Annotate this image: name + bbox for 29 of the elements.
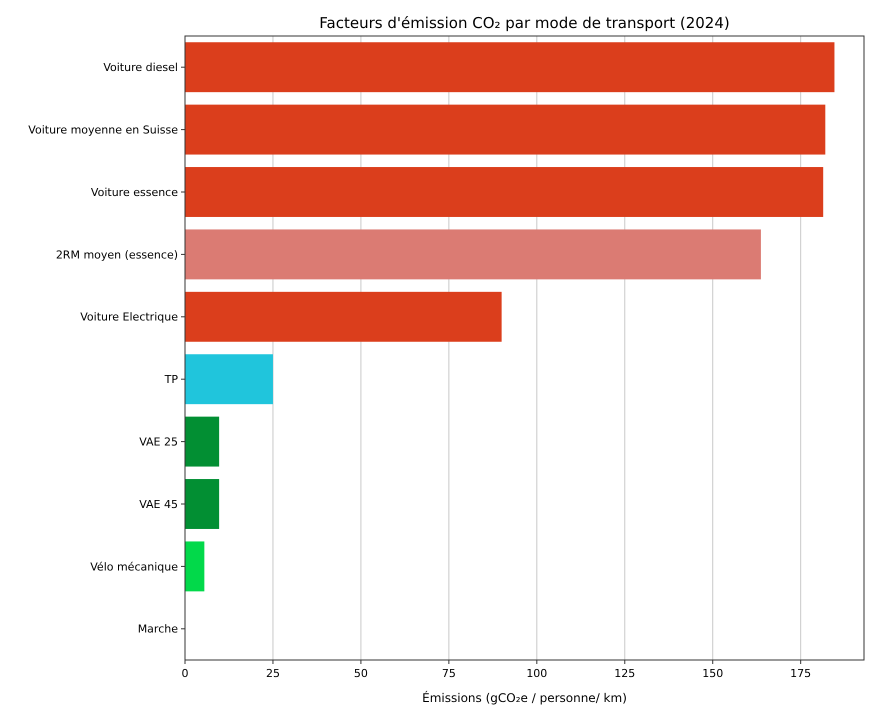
y-tick-label: TP [164,373,178,386]
bar [185,229,761,280]
x-tick-label: 175 [790,667,812,680]
bar [185,167,824,217]
y-tick-label: Vélo mécanique [90,560,178,574]
y-tick-label: Voiture essence [90,186,178,199]
x-tick-label: 75 [442,667,456,680]
bar [185,479,220,529]
bar [185,416,220,467]
bar [185,42,834,92]
x-axis-title: Émissions (gCO₂e / personne/ km) [422,690,627,705]
bar [185,292,502,342]
x-tick-label: 100 [526,667,548,680]
x-tick-label: 0 [182,667,188,680]
x-tick-label: 125 [614,667,636,680]
bar [185,541,204,592]
bar [185,354,273,404]
y-tick-label: Voiture Electrique [80,310,178,324]
x-tick-label: 50 [354,667,368,680]
y-tick-label: Voiture diesel [103,61,178,74]
bar [185,104,826,155]
y-tick-label: VAE 25 [139,435,178,448]
x-tick-label: 150 [702,667,724,680]
x-tick-label: 25 [266,667,280,680]
y-tick-label: Marche [138,622,178,636]
chart-title: Facteurs d'émission CO₂ par mode de transport (2024) [319,14,730,32]
y-tick-label: Voiture moyenne en Suisse [28,123,178,136]
y-tick-label: 2RM moyen (essence) [56,248,178,262]
y-tick-label: VAE 45 [139,498,178,511]
